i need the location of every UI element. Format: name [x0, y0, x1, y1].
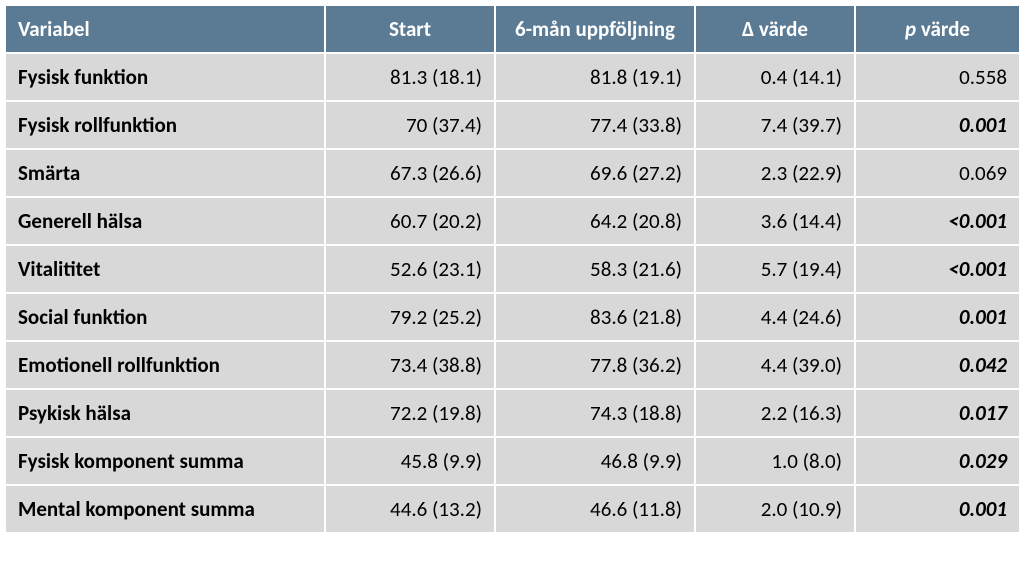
- cell-pvalue: 0.029: [855, 437, 1020, 485]
- cell-start: 70 (37.4): [325, 101, 495, 149]
- cell-variable: Social funktion: [5, 293, 325, 341]
- table-row: Fysisk komponent summa45.8 (9.9)46.8 (9.…: [5, 437, 1020, 485]
- cell-followup: 83.6 (21.8): [495, 293, 695, 341]
- table-row: Smärta67.3 (26.6)69.6 (27.2)2.3 (22.9)0.…: [5, 149, 1020, 197]
- cell-followup: 46.6 (11.8): [495, 485, 695, 533]
- cell-start: 60.7 (20.2): [325, 197, 495, 245]
- table-row: Psykisk hälsa72.2 (19.8)74.3 (18.8)2.2 (…: [5, 389, 1020, 437]
- header-start: Start: [325, 5, 495, 53]
- cell-pvalue: 0.001: [855, 293, 1020, 341]
- cell-pvalue: 0.069: [855, 149, 1020, 197]
- table-row: Social funktion79.2 (25.2)83.6 (21.8)4.4…: [5, 293, 1020, 341]
- cell-variable: Smärta: [5, 149, 325, 197]
- cell-delta: 0.4 (14.1): [695, 53, 855, 101]
- cell-delta: 2.0 (10.9): [695, 485, 855, 533]
- cell-followup: 58.3 (21.6): [495, 245, 695, 293]
- cell-pvalue: 0.558: [855, 53, 1020, 101]
- cell-variable: Psykisk hälsa: [5, 389, 325, 437]
- cell-delta: 2.3 (22.9): [695, 149, 855, 197]
- cell-start: 72.2 (19.8): [325, 389, 495, 437]
- cell-delta: 3.6 (14.4): [695, 197, 855, 245]
- cell-variable: Emotionell rollfunktion: [5, 341, 325, 389]
- header-variable: Variabel: [5, 5, 325, 53]
- table-row: Vitalititet52.6 (23.1)58.3 (21.6)5.7 (19…: [5, 245, 1020, 293]
- header-delta: Δ värde: [695, 5, 855, 53]
- cell-followup: 77.4 (33.8): [495, 101, 695, 149]
- table-row: Emotionell rollfunktion73.4 (38.8)77.8 (…: [5, 341, 1020, 389]
- cell-delta: 4.4 (39.0): [695, 341, 855, 389]
- cell-followup: 46.8 (9.9): [495, 437, 695, 485]
- cell-pvalue: 0.042: [855, 341, 1020, 389]
- cell-start: 67.3 (26.6): [325, 149, 495, 197]
- table-header-row: Variabel Start 6-mån uppföljning Δ värde…: [5, 5, 1020, 53]
- cell-followup: 77.8 (36.2): [495, 341, 695, 389]
- cell-delta: 5.7 (19.4): [695, 245, 855, 293]
- data-table: Variabel Start 6-mån uppföljning Δ värde…: [4, 4, 1021, 534]
- cell-variable: Fysisk funktion: [5, 53, 325, 101]
- cell-start: 81.3 (18.1): [325, 53, 495, 101]
- cell-followup: 69.6 (27.2): [495, 149, 695, 197]
- cell-variable: Mental komponent summa: [5, 485, 325, 533]
- header-pvalue: p värde: [855, 5, 1020, 53]
- cell-followup: 74.3 (18.8): [495, 389, 695, 437]
- cell-start: 45.8 (9.9): [325, 437, 495, 485]
- cell-variable: Vitalititet: [5, 245, 325, 293]
- table-row: Generell hälsa60.7 (20.2)64.2 (20.8)3.6 …: [5, 197, 1020, 245]
- cell-variable: Fysisk komponent summa: [5, 437, 325, 485]
- cell-delta: 2.2 (16.3): [695, 389, 855, 437]
- cell-start: 79.2 (25.2): [325, 293, 495, 341]
- cell-pvalue: <0.001: [855, 197, 1020, 245]
- cell-pvalue: 0.001: [855, 485, 1020, 533]
- header-followup: 6-mån uppföljning: [495, 5, 695, 53]
- cell-variable: Fysisk rollfunktion: [5, 101, 325, 149]
- cell-pvalue: <0.001: [855, 245, 1020, 293]
- cell-pvalue: 0.017: [855, 389, 1020, 437]
- cell-delta: 1.0 (8.0): [695, 437, 855, 485]
- cell-start: 73.4 (38.8): [325, 341, 495, 389]
- cell-start: 52.6 (23.1): [325, 245, 495, 293]
- table-row: Fysisk funktion81.3 (18.1)81.8 (19.1)0.4…: [5, 53, 1020, 101]
- table-row: Mental komponent summa44.6 (13.2)46.6 (1…: [5, 485, 1020, 533]
- cell-delta: 4.4 (24.6): [695, 293, 855, 341]
- cell-pvalue: 0.001: [855, 101, 1020, 149]
- cell-followup: 64.2 (20.8): [495, 197, 695, 245]
- table-row: Fysisk rollfunktion70 (37.4)77.4 (33.8)7…: [5, 101, 1020, 149]
- cell-followup: 81.8 (19.1): [495, 53, 695, 101]
- cell-variable: Generell hälsa: [5, 197, 325, 245]
- cell-start: 44.6 (13.2): [325, 485, 495, 533]
- cell-delta: 7.4 (39.7): [695, 101, 855, 149]
